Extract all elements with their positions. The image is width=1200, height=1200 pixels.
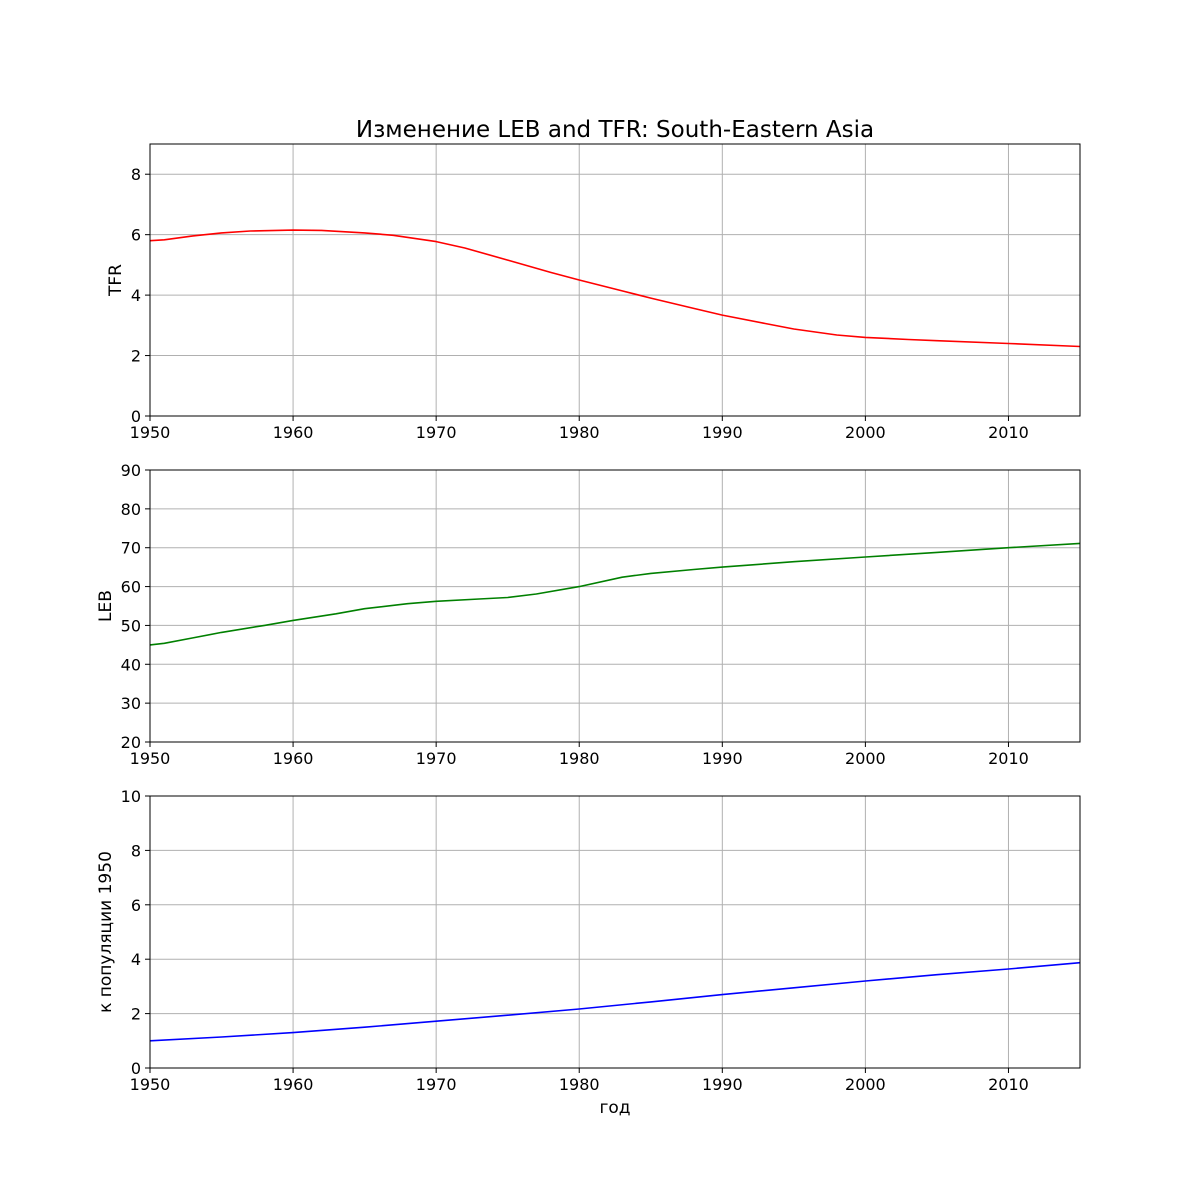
tfr-y-tick-label: 8 — [131, 165, 141, 184]
tfr-x-tick-label: 1970 — [416, 423, 457, 442]
leb-x-tick-label: 1990 — [702, 749, 743, 768]
population-x-tick-label: 1980 — [559, 1075, 600, 1094]
leb-x-tick-label: 2010 — [988, 749, 1029, 768]
leb-y-tick-label: 80 — [121, 500, 141, 519]
population-x-tick-label: 2010 — [988, 1075, 1029, 1094]
tfr-x-tick-label: 1980 — [559, 423, 600, 442]
population-x-tick-label: 1970 — [416, 1075, 457, 1094]
population-series-line — [149, 961, 1081, 1042]
population-axes-frame — [149, 795, 1081, 1069]
leb-y-tick-label: 30 — [121, 694, 141, 713]
leb-y-tick-label: 70 — [121, 539, 141, 558]
tfr-y-tick-label: 6 — [131, 226, 141, 245]
population-y-tick-label: 6 — [131, 896, 141, 915]
tfr-x-tick-label: 2000 — [845, 423, 886, 442]
tfr-x-tick-label: 1950 — [130, 423, 171, 442]
population-x-tick-label: 1990 — [702, 1075, 743, 1094]
tfr-y-tick-label: 2 — [131, 347, 141, 366]
tfr-y-tick-label: 0 — [131, 407, 141, 426]
leb-series-line — [149, 542, 1081, 646]
population-x-tick-label: 1950 — [130, 1075, 171, 1094]
population-x-axis-label: год — [599, 1098, 630, 1118]
population-y-tick-label: 0 — [131, 1059, 141, 1078]
population-x-tick-label: 2000 — [845, 1075, 886, 1094]
leb-axes-frame — [149, 469, 1081, 743]
tfr-y-axis-label: TFR — [106, 264, 126, 297]
population-y-tick-label: 10 — [121, 787, 141, 806]
leb-x-tick-label: 2000 — [845, 749, 886, 768]
population-x-tick-label: 1960 — [273, 1075, 314, 1094]
tfr-axes-frame — [149, 143, 1081, 417]
leb-y-axis-label: LEB — [96, 590, 116, 622]
tfr-x-tick-label: 1960 — [273, 423, 314, 442]
population-panel: 1950 1960 1970 1980 1990 2000 2010 0 2 4 6 8 10 к поп… — [96, 787, 1081, 1118]
leb-y-tick-label: 90 — [121, 461, 141, 480]
leb-y-tick-label: 60 — [121, 578, 141, 597]
chart-title: Изменение LEB and TFR: South-Eastern Asi… — [356, 117, 874, 143]
leb-x-tick-label: 1980 — [559, 749, 600, 768]
tfr-x-tick-label: 1990 — [702, 423, 743, 442]
tfr-x-tick-label: 2010 — [988, 423, 1029, 442]
leb-y-tick-label: 40 — [121, 655, 141, 674]
leb-y-tick-label: 20 — [121, 733, 141, 752]
tfr-y-tick-label: 4 — [131, 286, 141, 305]
leb-y-tick-label: 50 — [121, 616, 141, 635]
population-y-tick-label: 8 — [131, 841, 141, 860]
tfr-series-line — [149, 229, 1081, 348]
leb-panel: 1950 1960 1970 1980 1990 2000 2010 20 30 40 50 60 70… — [96, 461, 1081, 768]
population-y-tick-label: 4 — [131, 950, 141, 969]
population-y-axis-label: к популяции 1950 — [96, 851, 116, 1013]
tfr-panel: 1950 1960 1970 1980 1990 2000 2010 0 2 4 6 8 TFR — [106, 143, 1081, 442]
leb-x-tick-label: 1960 — [273, 749, 314, 768]
leb-x-tick-label: 1970 — [416, 749, 457, 768]
leb-x-tick-label: 1950 — [130, 749, 171, 768]
population-y-tick-label: 2 — [131, 1005, 141, 1024]
